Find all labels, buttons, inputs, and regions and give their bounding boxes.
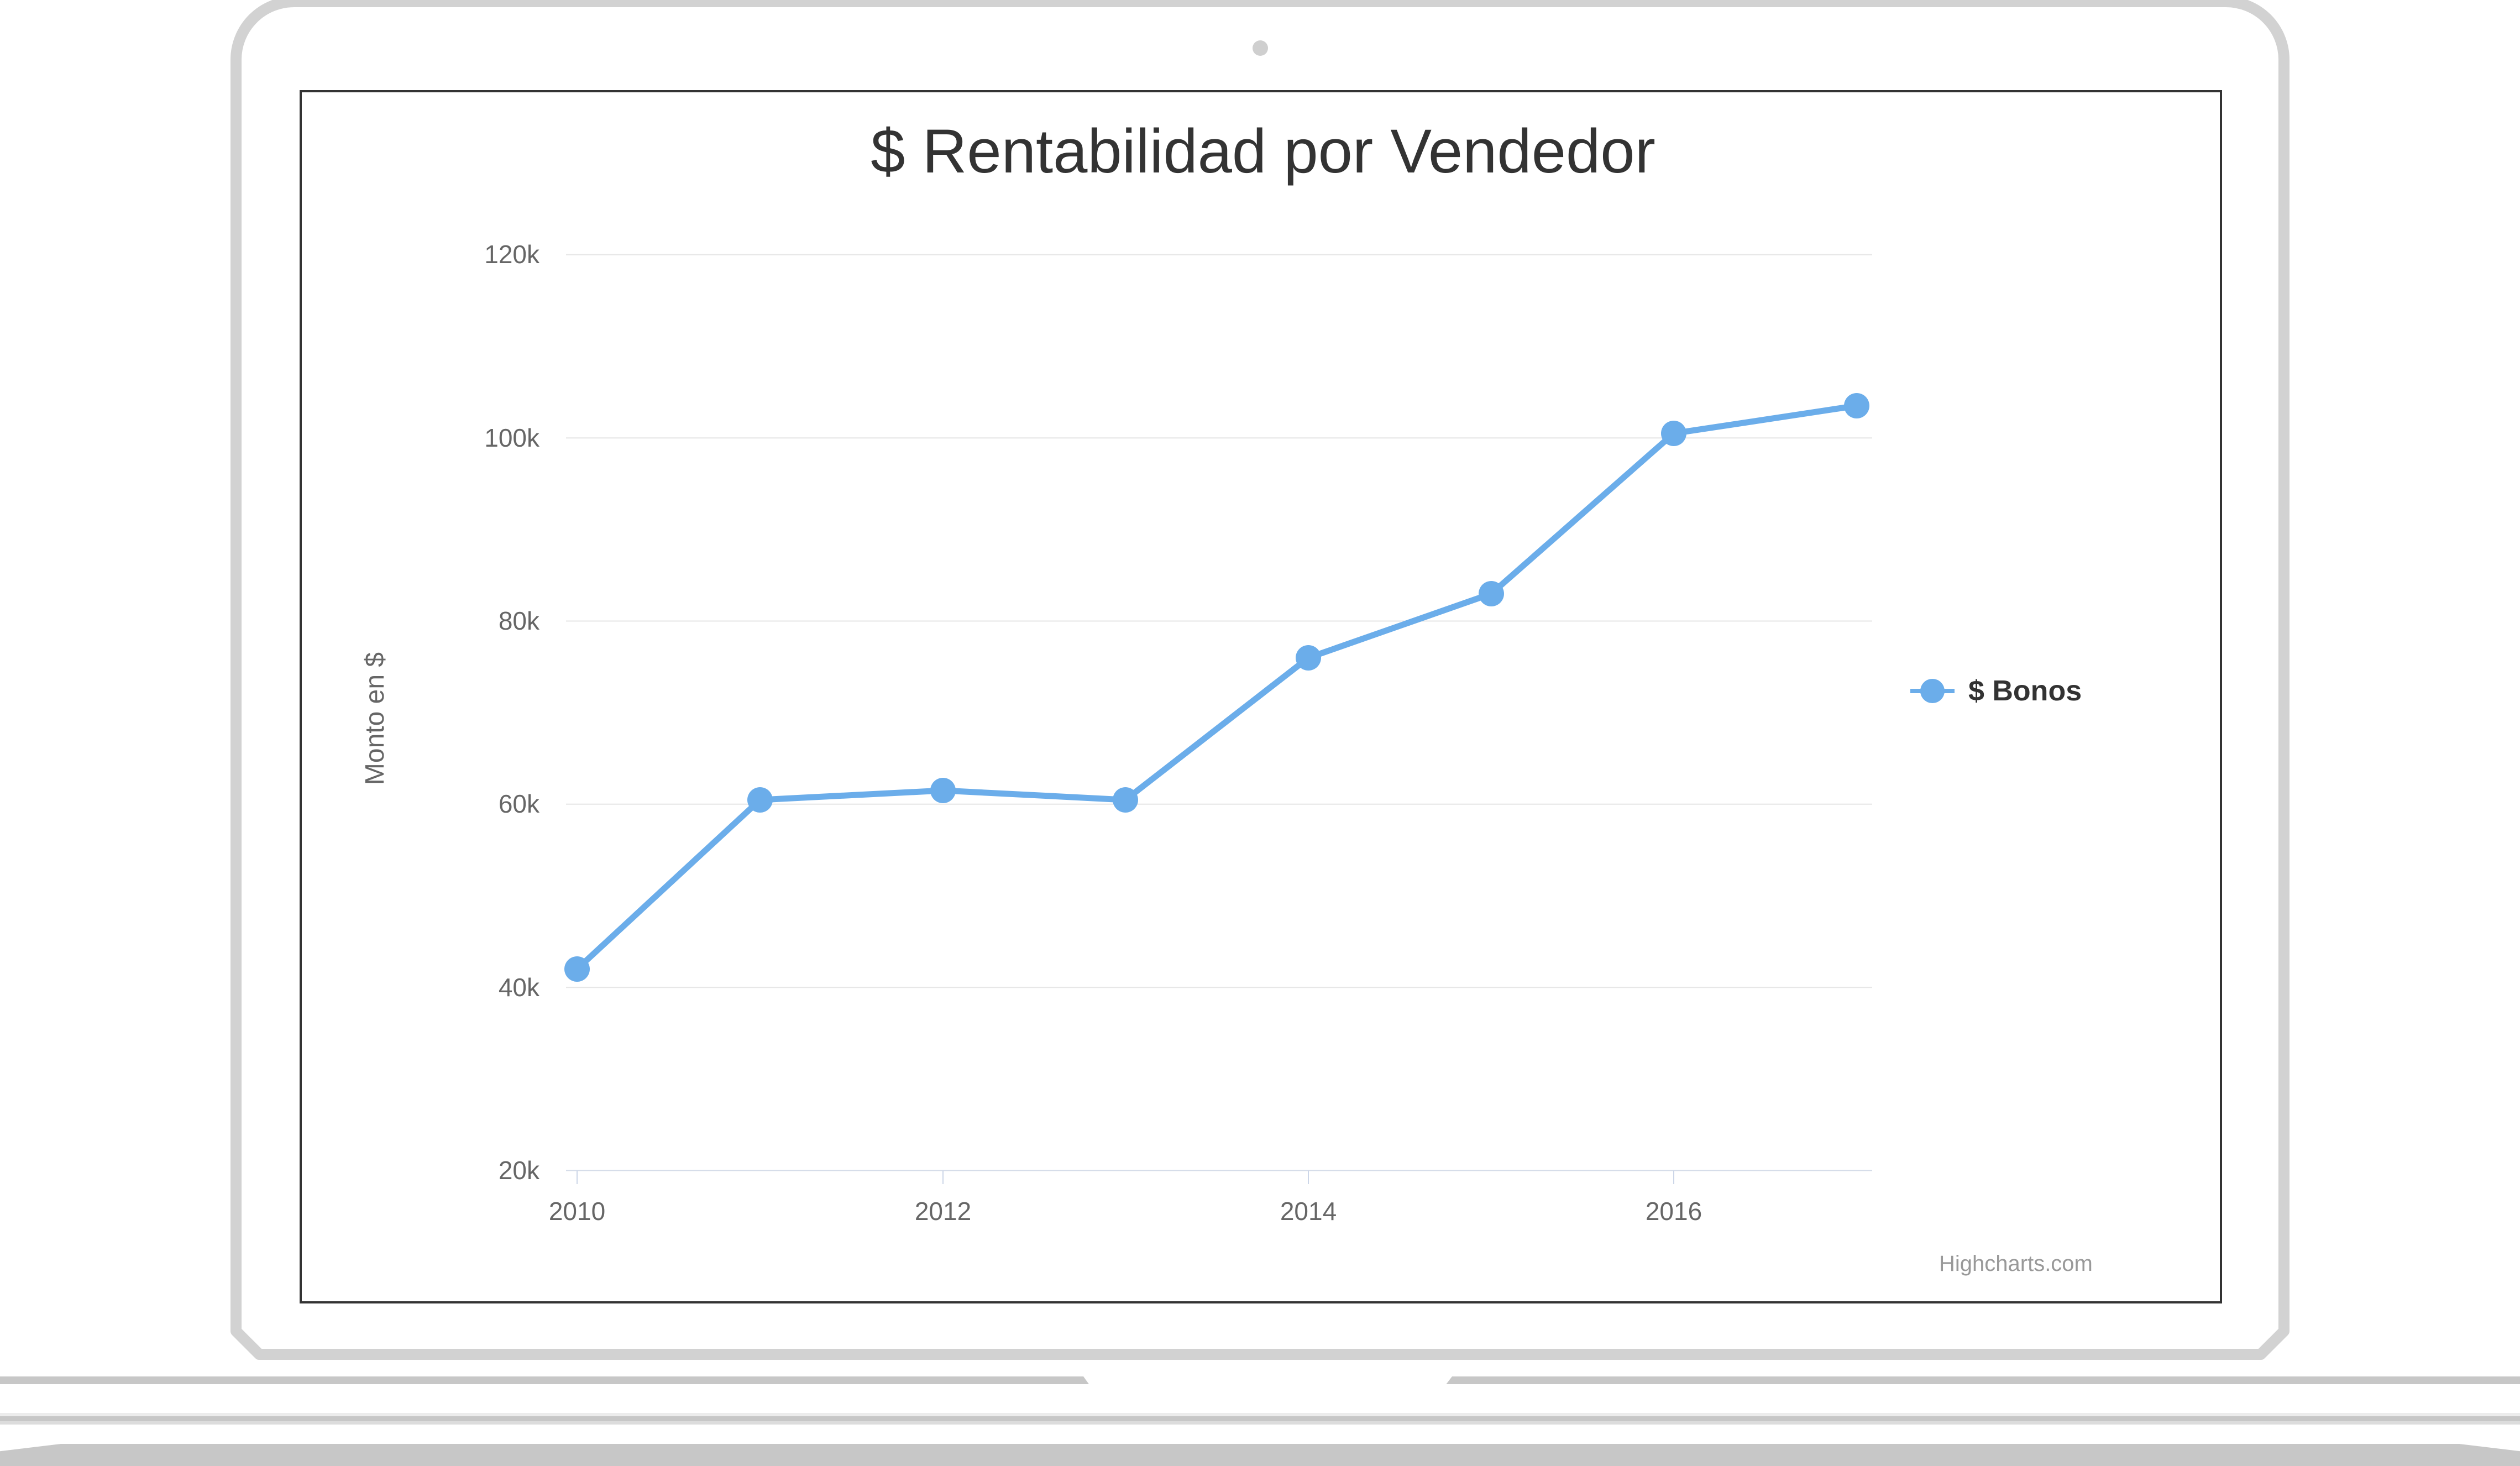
svg-text:2010: 2010	[549, 1197, 605, 1226]
svg-text:$ Bonos: $ Bonos	[1968, 675, 2082, 707]
svg-text:2016: 2016	[1646, 1197, 1702, 1226]
svg-text:60k: 60k	[499, 789, 540, 818]
svg-text:Monto en $: Monto en $	[360, 652, 390, 785]
svg-text:40k: 40k	[499, 973, 540, 1002]
svg-text:20k: 20k	[499, 1156, 540, 1185]
svg-text:$ Rentabilidad por Vendedor: $ Rentabilidad por Vendedor	[871, 117, 1655, 186]
svg-text:100k: 100k	[484, 423, 540, 452]
svg-text:Highcharts.com: Highcharts.com	[1939, 1252, 2093, 1276]
svg-text:2014: 2014	[1280, 1197, 1337, 1226]
svg-text:120k: 120k	[484, 240, 540, 269]
svg-text:2012: 2012	[915, 1197, 971, 1226]
svg-text:80k: 80k	[499, 606, 540, 635]
